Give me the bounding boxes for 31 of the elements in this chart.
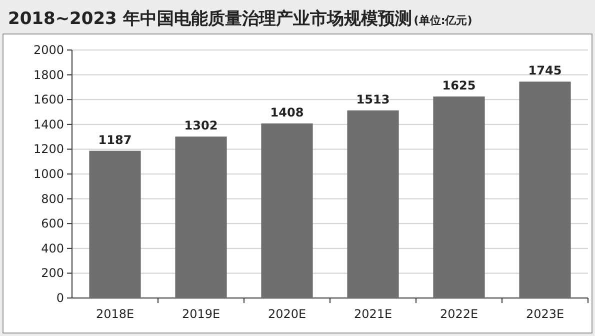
y-tick-label: 400 xyxy=(41,241,64,256)
y-tick-label: 600 xyxy=(41,216,64,231)
data-label: 1745 xyxy=(528,64,562,78)
bar xyxy=(433,96,485,298)
bar xyxy=(347,110,399,298)
y-tick-label: 800 xyxy=(41,192,64,206)
y-tick-label: 1800 xyxy=(33,68,64,82)
x-tick-label: 2022E xyxy=(440,307,478,321)
data-label: 1187 xyxy=(98,132,132,147)
data-label: 1513 xyxy=(356,92,390,106)
x-tick-label: 2020E xyxy=(268,307,306,321)
y-tick-label: 2000 xyxy=(33,43,64,57)
data-label: 1625 xyxy=(442,78,476,92)
y-tick-label: 1400 xyxy=(33,117,64,132)
x-tick-label: 2023E xyxy=(526,307,564,321)
bar xyxy=(175,136,227,298)
x-tick-label: 2018E xyxy=(96,307,134,321)
x-tick-label: 2019E xyxy=(182,307,220,321)
y-tick-label: 1200 xyxy=(33,142,64,156)
data-label: 1408 xyxy=(270,105,304,120)
y-tick-label: 0 xyxy=(56,291,64,305)
y-tick-label: 1600 xyxy=(33,92,64,107)
bar xyxy=(519,82,571,298)
data-label: 1302 xyxy=(184,118,218,133)
y-tick-label: 1000 xyxy=(33,167,64,181)
x-tick-label: 2021E xyxy=(354,307,392,321)
chart-title: 2018~2023 年中国电能质量治理产业市场规模预测 xyxy=(8,9,412,29)
bar xyxy=(261,123,313,298)
y-tick-label: 200 xyxy=(41,266,64,280)
bar xyxy=(89,150,141,298)
chart-subtitle: (单位:亿元) xyxy=(414,14,472,27)
